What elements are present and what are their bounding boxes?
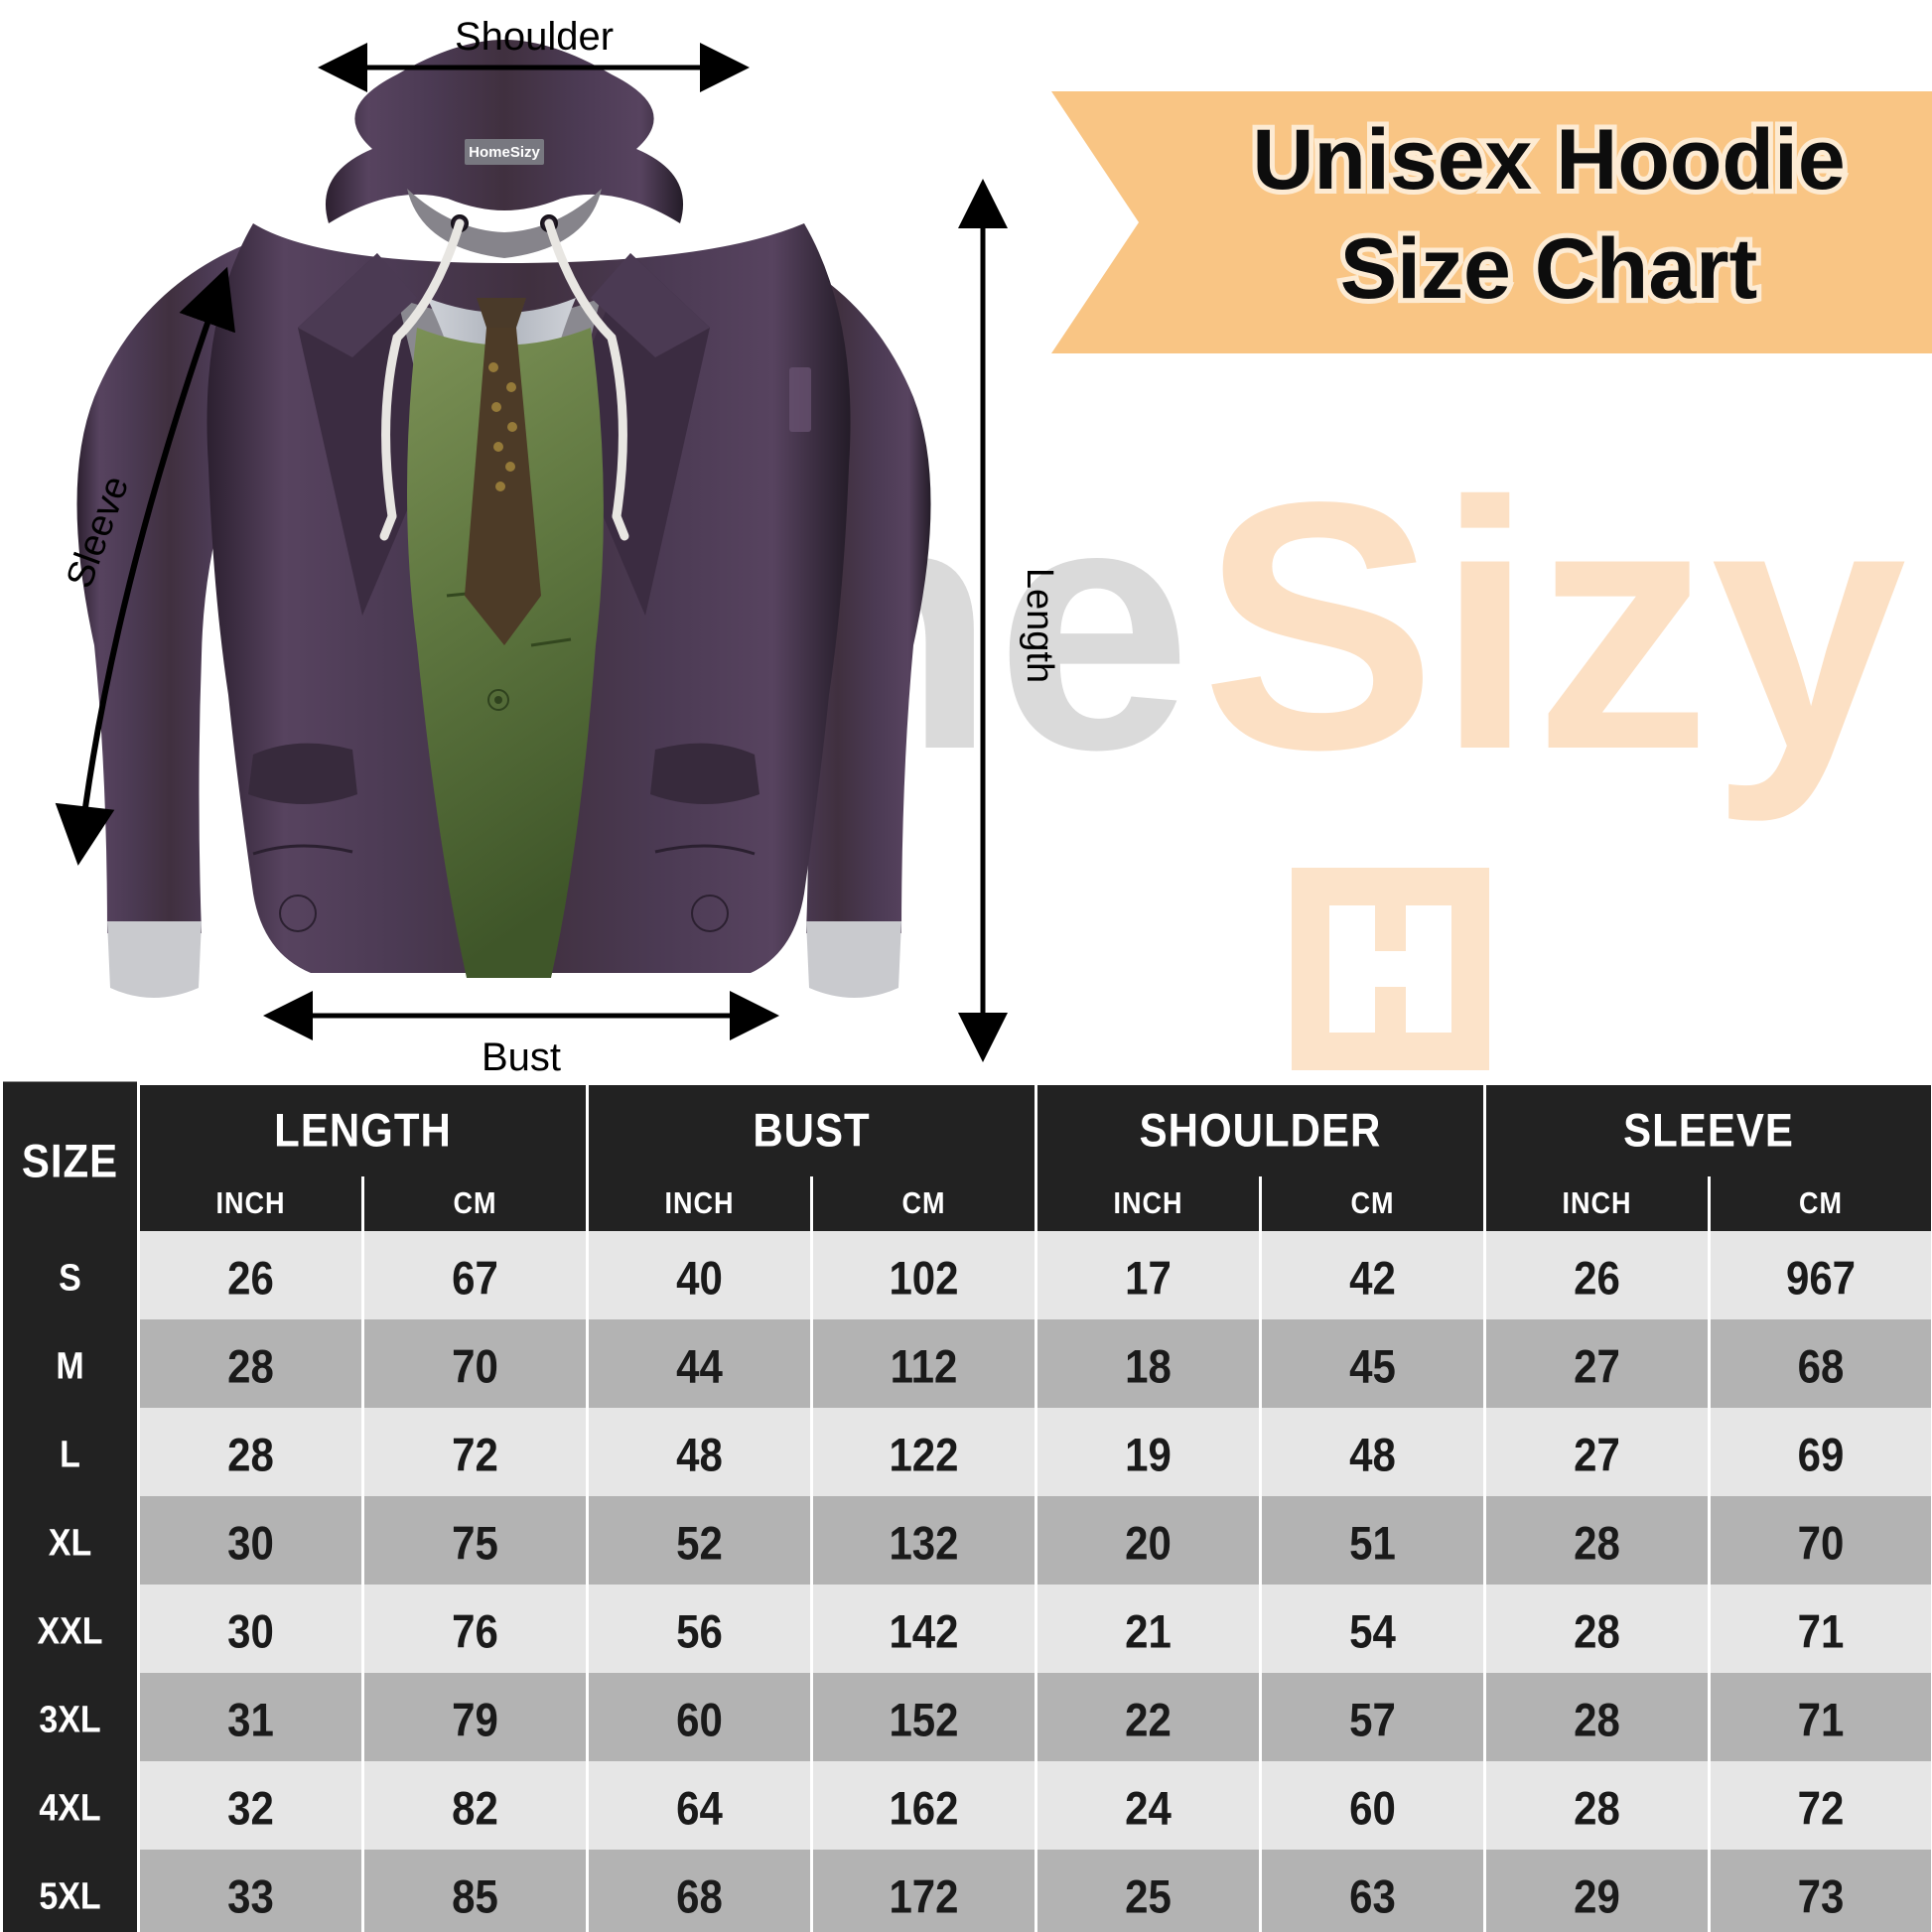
svg-text:Unisex Hoodie: Unisex Hoodie (1252, 112, 1845, 207)
svg-text:Size Chart: Size Chart (1340, 221, 1758, 317)
